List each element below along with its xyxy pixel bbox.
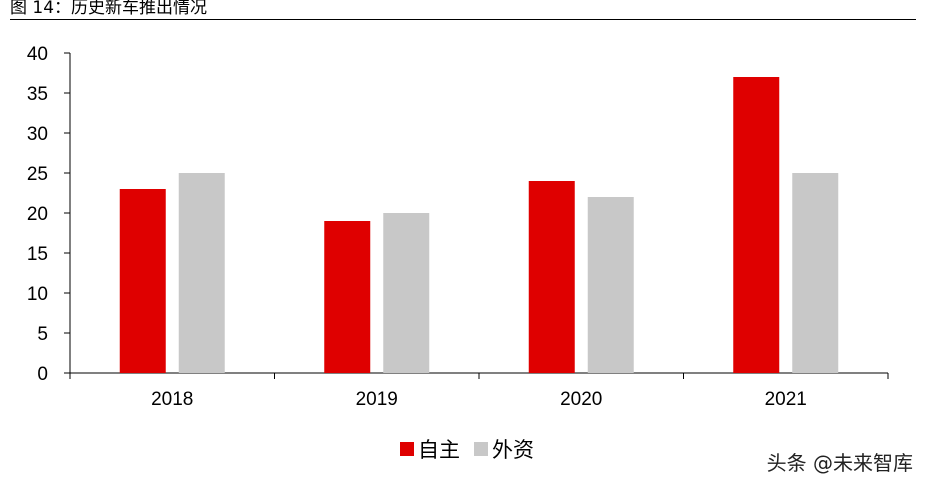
bar-2021-series-2 — [792, 173, 839, 373]
bar-2021-series-1 — [733, 77, 780, 373]
bar-2018-series-1 — [119, 189, 166, 373]
y-tick-label: 20 — [27, 204, 48, 225]
y-tick-label: 0 — [37, 364, 48, 385]
legend-item-series-2: 外资 — [474, 434, 534, 464]
legend-item-series-1: 自主 — [400, 434, 460, 464]
bar-2019-series-1 — [324, 221, 371, 373]
bar-2020-series-1 — [528, 181, 575, 373]
x-tick-label: 2019 — [356, 389, 398, 410]
watermark: 头条 @未来智库 — [766, 451, 913, 475]
bar-2018-series-2 — [178, 173, 225, 373]
legend-swatch-series-2 — [474, 442, 488, 456]
y-tick-label: 30 — [27, 124, 48, 145]
figure-title: 图 14：历史新车推出情况 — [10, 0, 208, 18]
chart-legend: 自主 外资 — [400, 434, 548, 464]
y-tick-label: 35 — [27, 84, 48, 105]
y-tick-label: 15 — [27, 244, 48, 265]
x-tick-label: 2020 — [560, 389, 602, 410]
title-divider — [10, 19, 916, 20]
y-tick-label: 40 — [27, 44, 48, 65]
bar-2020-series-2 — [587, 197, 634, 373]
y-tick-label: 10 — [27, 284, 48, 305]
x-tick-label: 2018 — [151, 389, 193, 410]
y-tick-label: 25 — [27, 164, 48, 185]
bar-2019-series-2 — [383, 213, 430, 373]
x-tick-label: 2021 — [765, 389, 807, 410]
legend-label-series-2: 外资 — [492, 438, 534, 462]
legend-swatch-series-1 — [400, 442, 414, 456]
legend-label-series-1: 自主 — [418, 438, 460, 462]
y-tick-label: 5 — [37, 324, 48, 345]
